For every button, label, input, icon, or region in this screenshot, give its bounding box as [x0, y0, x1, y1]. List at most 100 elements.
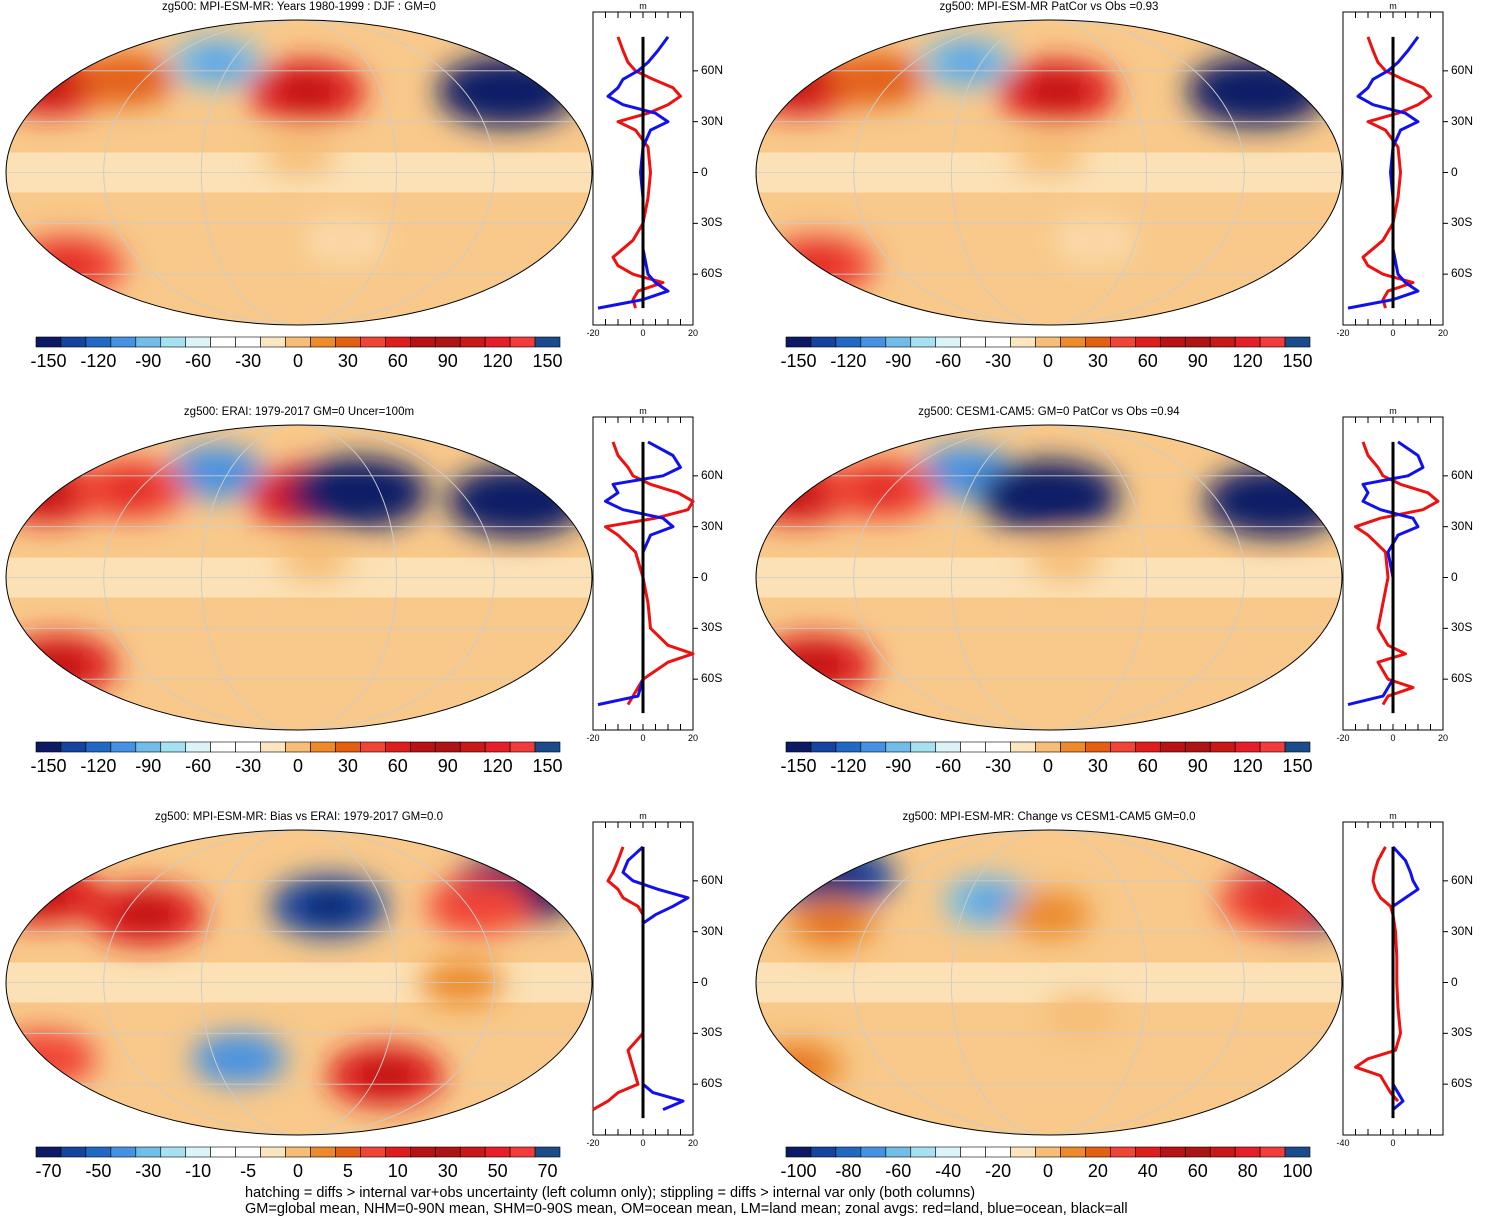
anomaly-core — [1019, 478, 1079, 515]
colorbar-swatch — [1135, 1146, 1161, 1158]
profile-unit: m — [639, 811, 647, 821]
profile-lat-label: 60N — [701, 872, 724, 887]
profile-xtick-label: 20 — [687, 1138, 699, 1148]
colorbar-swatch — [459, 741, 486, 753]
profile-lat-label: 0 — [1451, 974, 1458, 989]
colorbar-swatch — [110, 741, 137, 753]
colorbar-swatch — [1010, 1146, 1036, 1158]
anomaly-core — [330, 230, 360, 250]
colorbar-swatch — [835, 336, 862, 348]
colorbar-swatch — [1035, 336, 1061, 348]
colorbar-label: 30 — [437, 1161, 458, 1181]
colorbar-label: -150 — [780, 756, 817, 776]
anomaly-core — [855, 66, 897, 92]
anomaly-blob — [756, 1042, 845, 1093]
colorbar-label: -150 — [780, 351, 817, 371]
profile-xtick-label: 0 — [640, 1138, 646, 1148]
map-panel — [756, 425, 1342, 730]
panel-title: zg500: MPI-ESM-MR PatCor vs Obs =0.93 — [939, 1, 1159, 13]
colorbar-swatch — [835, 1146, 862, 1158]
profile-xtick-label: 0 — [640, 328, 646, 338]
profile-lat-label: 60S — [701, 671, 723, 686]
colorbar-label: -60 — [935, 756, 962, 776]
colorbar-swatch — [285, 336, 311, 348]
profile-lat-label: 0 — [701, 974, 708, 989]
anomaly-core — [779, 1055, 818, 1080]
colorbar-label: 120 — [1232, 756, 1263, 776]
colorbar-label: -90 — [885, 756, 912, 776]
map-outline — [755, 424, 1343, 731]
profile-xtick-label: -40 — [1336, 1138, 1350, 1148]
zonal-land-line — [592, 846, 645, 1111]
anomaly-core — [219, 1046, 259, 1072]
profile-lat-label: 30N — [701, 518, 724, 533]
anomaly-core — [789, 650, 841, 681]
colorbar-swatch — [260, 1146, 286, 1158]
anomaly-core — [970, 889, 1009, 914]
profile-lat-label: 60S — [701, 266, 723, 281]
colorbar-swatch — [310, 741, 336, 753]
colorbar-swatch — [1184, 741, 1211, 753]
colorbar-label: -40 — [935, 1161, 962, 1181]
profile-lat-label: 30S — [701, 1025, 723, 1040]
zonal-ocean-line — [1347, 36, 1420, 310]
anomaly-core — [1065, 1006, 1097, 1027]
anomaly-core — [477, 73, 538, 110]
profile-xtick-label: -20 — [1336, 328, 1350, 338]
colorbar-label: 90 — [437, 351, 458, 371]
colorbar-label: 5 — [342, 1161, 353, 1181]
anomaly-core — [1244, 483, 1305, 520]
colorbar-swatch — [235, 1146, 261, 1158]
colorbar-label: -60 — [935, 351, 962, 371]
colorbar-swatch — [785, 741, 812, 753]
colorbar-swatch — [1085, 741, 1111, 753]
anomaly-core — [121, 899, 171, 930]
colorbar-swatch — [135, 1146, 162, 1158]
profile-lat-label: 30N — [701, 113, 724, 128]
colorbar-swatch — [260, 336, 286, 348]
colorbar-swatch — [785, 1146, 812, 1158]
colorbar-swatch — [185, 1146, 211, 1158]
colorbar-label: 120 — [482, 756, 513, 776]
colorbar-swatch — [484, 741, 511, 753]
colorbar-swatch — [335, 741, 361, 753]
colorbar-swatch — [385, 1146, 411, 1158]
colorbar-label: -90 — [135, 351, 162, 371]
graticule-lon — [853, 425, 1245, 730]
colorbar-swatch — [1035, 1146, 1061, 1158]
colorbar-swatch — [860, 336, 887, 348]
colorbar-swatch — [985, 741, 1011, 753]
zonal-land-line — [604, 441, 695, 706]
colorbar-swatch — [1284, 1146, 1311, 1158]
colorbar-swatch — [1284, 741, 1311, 753]
profile-xtick-label: -20 — [586, 328, 600, 338]
anomaly-core — [281, 75, 332, 107]
map-outline — [755, 829, 1343, 1136]
colorbar-swatch — [409, 1146, 436, 1158]
colorbar-label: 90 — [1187, 756, 1208, 776]
colorbar-label: -30 — [235, 351, 262, 371]
colorbar-swatch — [260, 741, 286, 753]
profile-lat-label: 0 — [701, 164, 708, 179]
colorbar-label: -80 — [835, 1161, 862, 1181]
profile-xtick-label: 0 — [1390, 328, 1396, 338]
profile-xtick-label: 0 — [1390, 1138, 1396, 1148]
anomaly-core — [856, 474, 905, 505]
colorbar-label: -20 — [985, 1161, 1012, 1181]
profile-lat-label: 0 — [701, 569, 708, 584]
profile-lat-label: 30S — [1451, 215, 1473, 230]
colorbar-label: 0 — [1042, 351, 1054, 371]
colorbar-swatch — [409, 741, 436, 753]
anomaly-core — [1249, 887, 1295, 916]
anomaly-core — [1031, 903, 1067, 926]
colorbar-swatch — [1234, 741, 1261, 753]
graticule-lon — [950, 425, 1148, 730]
colorbar-swatch — [135, 741, 162, 753]
anomaly-core — [457, 892, 502, 920]
map-outline — [5, 829, 593, 1136]
profile-lat-label: 60N — [1451, 467, 1474, 482]
colorbar-label: -60 — [885, 1161, 912, 1181]
colorbar-label: -150 — [30, 351, 67, 371]
